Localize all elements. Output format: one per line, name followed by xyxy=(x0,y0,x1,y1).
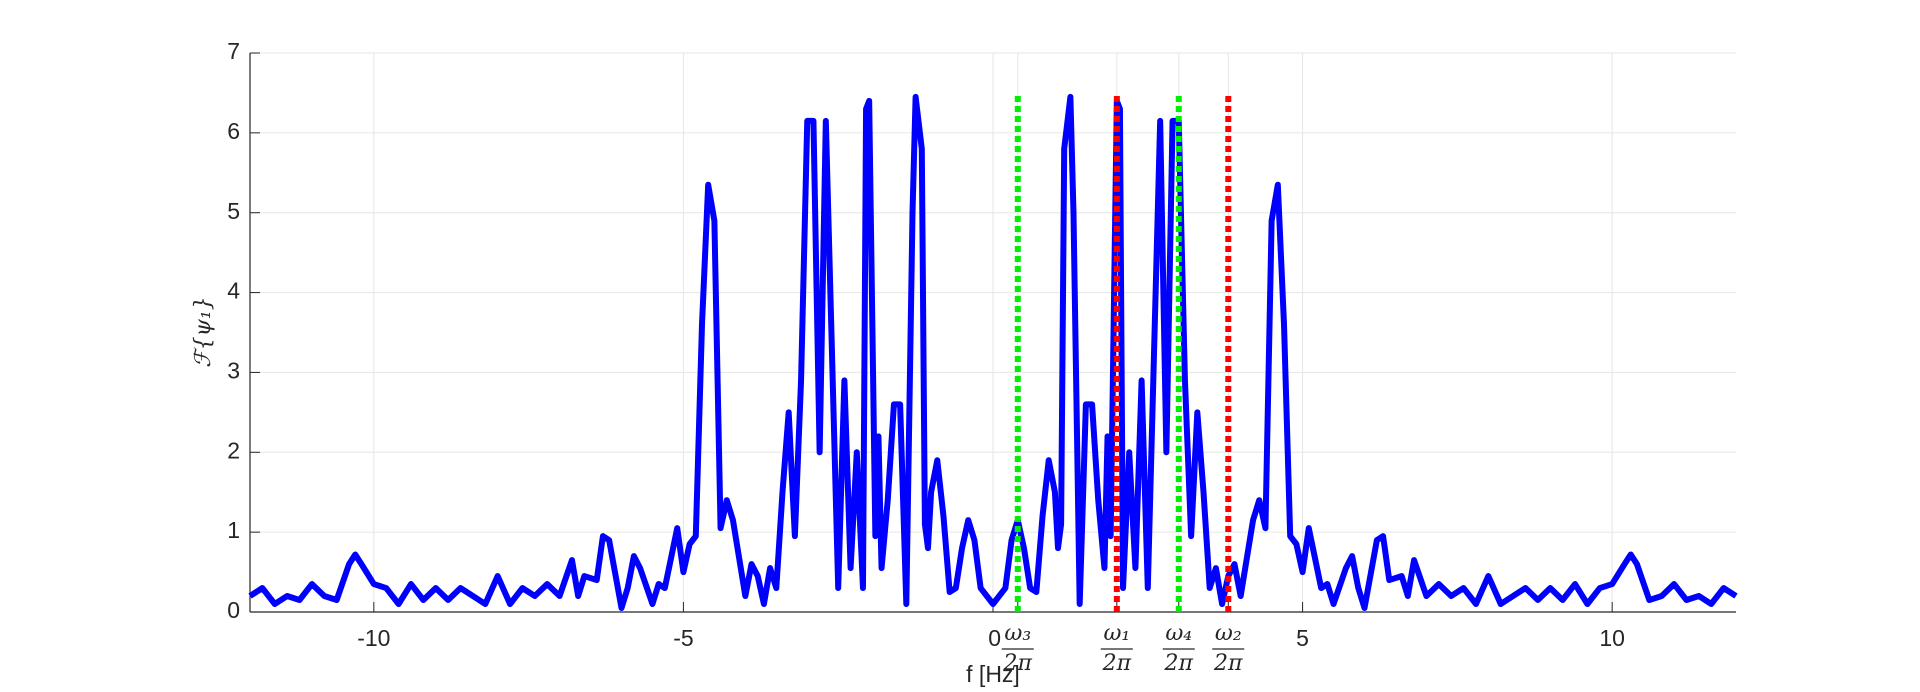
y-axis-label: ℱ{ψ₁} xyxy=(191,296,216,367)
x-tick-numerator: ω₄ xyxy=(1165,621,1192,646)
x-axis-label: f [Hz] xyxy=(966,661,1020,687)
y-tick-label: 4 xyxy=(227,278,240,304)
y-tick-label: 2 xyxy=(227,437,240,463)
x-tick-denominator: 2π xyxy=(1102,651,1132,676)
x-tick-numerator: ω₁ xyxy=(1103,621,1130,646)
x-tick-denominator: 2π xyxy=(1164,651,1194,676)
x-tick-numerator: ω₃ xyxy=(1004,621,1031,646)
x-tick-label: 0 xyxy=(988,625,1001,651)
y-tick-label: 3 xyxy=(227,358,240,384)
x-tick-label: -10 xyxy=(357,625,390,651)
x-tick-label: 5 xyxy=(1296,625,1309,651)
x-tick-denominator: 2π xyxy=(1003,651,1033,676)
y-tick-label: 6 xyxy=(227,118,240,144)
x-tick-label: 10 xyxy=(1599,625,1625,651)
data-line xyxy=(248,93,1738,612)
x-tick-denominator: 2π xyxy=(1213,651,1243,676)
y-tick-label: 0 xyxy=(227,597,240,623)
x-tick-label: -5 xyxy=(673,625,693,651)
y-tick-label: 5 xyxy=(227,198,240,224)
y-tick-label: 7 xyxy=(227,38,240,64)
y-tick-label: 1 xyxy=(227,517,240,543)
x-tick-numerator: ω₂ xyxy=(1215,621,1242,646)
